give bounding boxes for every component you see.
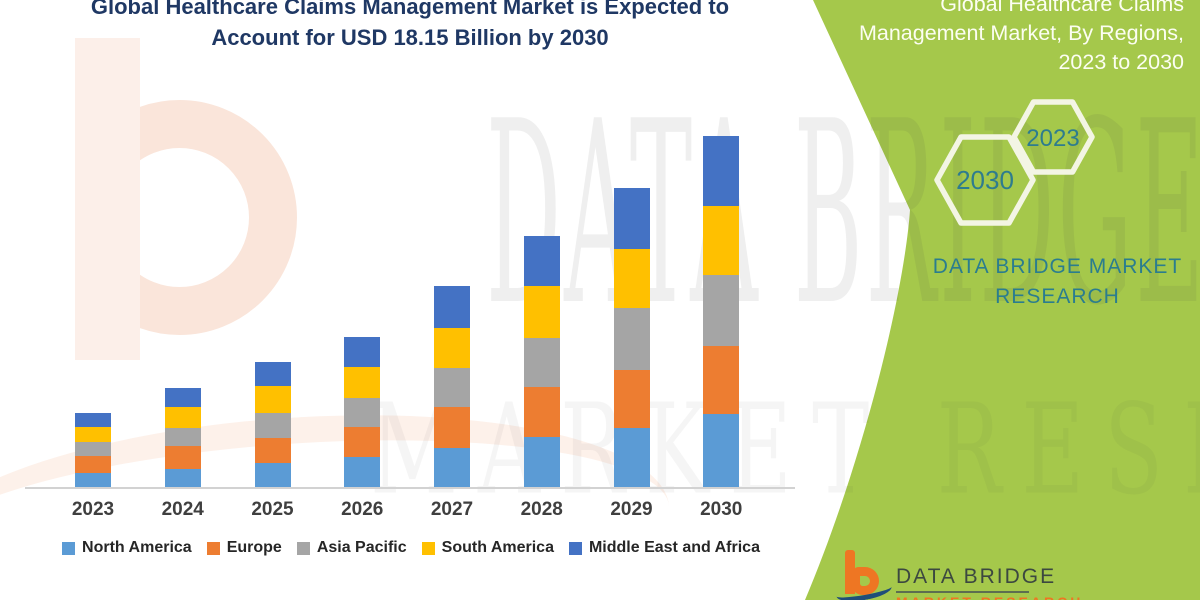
x-axis-label-2026: 2026 — [341, 499, 384, 520]
bar-segment-asia-pacific — [254, 412, 291, 438]
legend-item-asia-pacific: Asia Pacific — [296, 539, 407, 557]
bar-segment-middle-east-and-africa — [164, 387, 201, 407]
bar-segment-south-america — [164, 406, 201, 428]
legend-label: Europe — [226, 539, 282, 556]
bar-segment-europe — [703, 346, 740, 415]
bar-segment-europe — [613, 370, 650, 429]
footer-logo-icon — [845, 550, 855, 594]
x-axis-label-2028: 2028 — [520, 499, 563, 520]
bar-segment-north-america — [344, 456, 381, 488]
bar-segment-north-america — [254, 462, 291, 488]
bar-segment-middle-east-and-africa — [703, 136, 740, 207]
legend-label: South America — [441, 539, 554, 556]
bar-segment-asia-pacific — [164, 427, 201, 446]
bar-segment-europe — [254, 437, 291, 463]
stacked-bar-2024 — [164, 387, 201, 488]
x-axis-label-2025: 2025 — [251, 499, 294, 520]
bar-segment-north-america — [613, 428, 650, 488]
watermark-logo-stem — [75, 38, 140, 360]
legend-item-south-america: South America — [421, 539, 554, 557]
bar-segment-north-america — [75, 472, 111, 488]
legend-item-middle-east-and-africa: Middle East and Africa — [568, 539, 760, 557]
bar-segment-europe — [164, 445, 201, 469]
bar-segment-south-america — [613, 249, 650, 309]
x-axis-label-2024: 2024 — [161, 499, 204, 520]
bar-segment-north-america — [434, 448, 470, 488]
bar-segment-south-america — [434, 328, 470, 369]
hexagon-2030 — [934, 134, 1036, 226]
bar-segment-asia-pacific — [703, 275, 740, 347]
stacked-bar-2025 — [254, 362, 291, 488]
legend-swatch-icon — [421, 541, 435, 555]
watermark-logo-bowl — [140, 98, 352, 340]
bar-segment-asia-pacific — [613, 308, 650, 371]
footer-sub-text: MARKET RESEARCH — [896, 594, 1083, 600]
footer-logo-bowl — [851, 567, 879, 595]
bar-segment-middle-east-and-africa — [254, 362, 291, 387]
chart-title-line1: Global Healthcare Claims Management Mark… — [90, 0, 730, 19]
bar-segment-middle-east-and-africa — [434, 286, 470, 329]
side-brand-line2: RESEARCH — [995, 285, 1120, 308]
bar-chart-plot-area: 2023 2024 2025 2026 2027 2028 2029 2030 — [71, 136, 743, 520]
bar-segment-asia-pacific — [434, 368, 470, 408]
bar-segment-north-america — [703, 414, 740, 488]
chart-legend: North America Europe Asia Pacific South Ame… — [0, 539, 822, 557]
side-panel-background — [805, 0, 1200, 600]
bar-segment-middle-east-and-africa — [75, 412, 111, 427]
stacked-bar-2028 — [523, 235, 560, 488]
bar-segment-middle-east-and-africa — [523, 235, 560, 286]
legend-label: North America — [82, 539, 192, 556]
hexagon-2030-label: 2030 — [956, 165, 1014, 195]
chart-title: Global Healthcare Claims Management Mark… — [30, 0, 790, 53]
legend-label: Middle East and Africa — [588, 539, 760, 556]
stacked-bar-2029 — [613, 188, 650, 488]
legend-swatch-icon — [206, 541, 220, 555]
bar-segment-north-america — [164, 468, 201, 488]
bar-segment-europe — [434, 407, 470, 449]
bar-segment-south-america — [344, 366, 381, 398]
bar-segment-asia-pacific — [523, 337, 560, 387]
stacked-bar-2023 — [75, 412, 111, 488]
stacked-bar-2030 — [703, 136, 740, 488]
bar-segment-middle-east-and-africa — [613, 188, 650, 250]
bar-segment-asia-pacific — [344, 397, 381, 427]
bar-segment-europe — [75, 455, 111, 473]
hexagon-2023-label: 2023 — [1026, 125, 1079, 152]
chart-title-line2: Account for USD 18.15 Billion by 2030 — [211, 25, 609, 50]
side-panel-brand: DATA BRIDGE MARKET RESEARCH — [930, 252, 1185, 312]
side-panel-heading: Global Healthcare Claims Management Mark… — [800, 0, 1184, 77]
x-axis-label-2029: 2029 — [610, 499, 653, 520]
footer-brand-underline — [896, 591, 1029, 593]
legend-item-north-america: North America — [62, 539, 192, 557]
bar-segment-south-america — [254, 386, 291, 413]
bar-segment-europe — [523, 386, 560, 437]
x-axis-label-2030: 2030 — [700, 499, 743, 520]
year-hexagons: 2030 2023 — [934, 99, 1095, 226]
bar-segment-north-america — [523, 436, 560, 488]
x-axis-line — [25, 487, 795, 489]
bar-segment-europe — [344, 426, 381, 457]
x-axis-label-2023: 2023 — [71, 499, 115, 520]
side-heading-line3: 2023 to 2030 — [1058, 50, 1184, 74]
legend-swatch-icon — [568, 541, 582, 555]
watermark-text-marketresearch: MARKET RESEARCH — [370, 378, 1200, 523]
side-heading-line1: Global Healthcare Claims — [940, 0, 1184, 16]
stacked-bar-2026 — [344, 336, 381, 488]
legend-swatch-icon — [296, 541, 310, 555]
stacked-bar-2027 — [434, 286, 470, 488]
footer-brand-text: DATA BRIDGE — [896, 565, 1057, 588]
bar-segment-middle-east-and-africa — [344, 336, 381, 367]
hexagon-2023 — [1011, 99, 1095, 175]
bar-segment-south-america — [75, 426, 111, 442]
bar-segment-asia-pacific — [75, 441, 111, 456]
bar-segment-south-america — [523, 285, 560, 338]
x-axis-label-2027: 2027 — [430, 499, 474, 520]
legend-item-europe: Europe — [206, 539, 282, 557]
bar-segment-south-america — [703, 206, 740, 276]
legend-label: Asia Pacific — [316, 539, 407, 556]
legend-swatch-icon — [62, 541, 76, 555]
side-heading-line2: Management Market, By Regions, — [858, 21, 1184, 45]
side-brand-line1: DATA BRIDGE MARKET — [932, 255, 1183, 278]
